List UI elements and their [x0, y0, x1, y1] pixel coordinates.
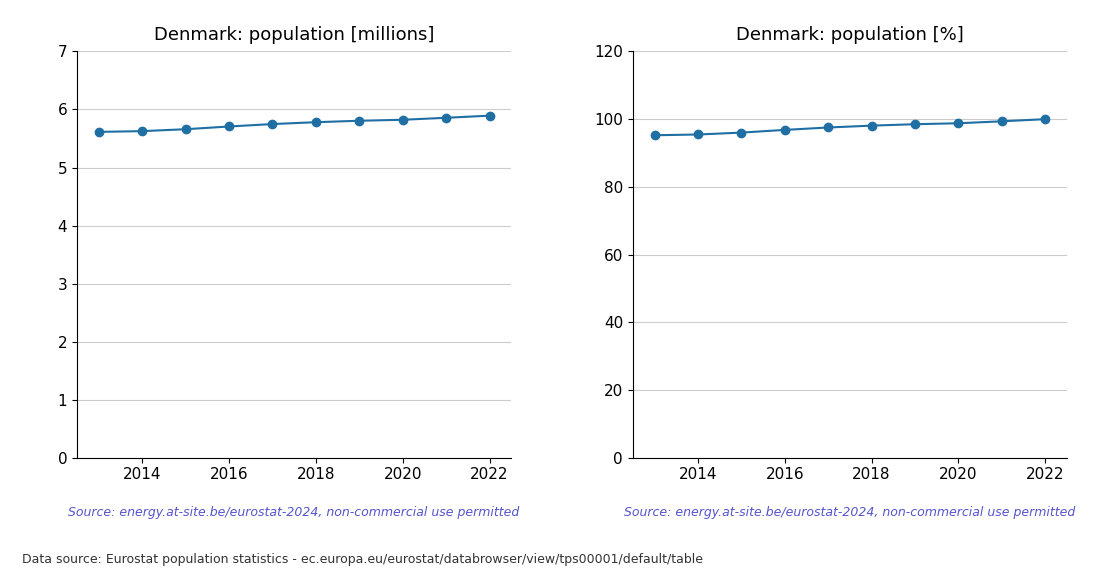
Text: Source: energy.at-site.be/eurostat-2024, non-commercial use permitted: Source: energy.at-site.be/eurostat-2024,…: [625, 506, 1076, 519]
Text: Data source: Eurostat population statistics - ec.europa.eu/eurostat/databrowser/: Data source: Eurostat population statist…: [22, 553, 703, 566]
Title: Denmark: population [millions]: Denmark: population [millions]: [154, 26, 434, 45]
Title: Denmark: population [%]: Denmark: population [%]: [736, 26, 964, 45]
Text: Source: energy.at-site.be/eurostat-2024, non-commercial use permitted: Source: energy.at-site.be/eurostat-2024,…: [68, 506, 519, 519]
